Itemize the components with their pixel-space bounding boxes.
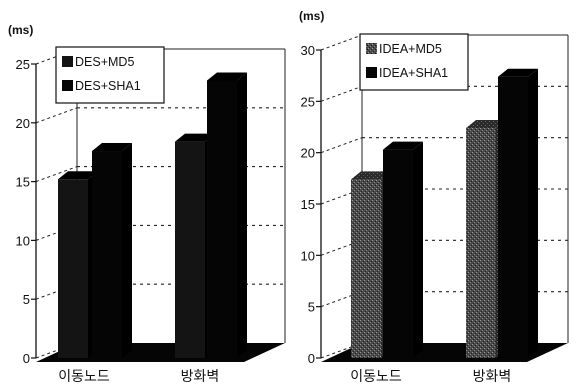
bar-top-face [175,133,215,142]
legend-swatch [62,56,73,67]
y-unit-label: (ms) [8,23,33,37]
y-tick-label: 5 [23,292,30,307]
bar-des-md5-2 [175,141,205,358]
chart-panel-1: 0 5 10 15 20 25 이동노드 방화벽 (ms) DES+MD5 DES+SHA1 [8,23,286,384]
y-tick-label: 0 [23,351,30,366]
x-category-label: 이동노드 [58,368,110,382]
y-unit-label: (ms) [299,9,324,23]
bar-idea-sha1-1 [383,149,413,358]
y-tick-label: 15 [16,175,30,190]
legend-label: DES+SHA1 [75,79,141,93]
bar-top-face [466,120,506,129]
y-tick-label: 15 [301,197,315,212]
bar-top-face [92,143,132,152]
x-category-label: 방화벽 [181,368,220,382]
y-tick-label: 25 [301,94,315,109]
y-tick-label: 10 [301,248,315,263]
bar-side-face [528,68,538,359]
side-gridline [320,85,363,102]
legend-label: DES+MD5 [75,55,134,69]
side-gridline [320,137,363,154]
x-category-label: 방화벽 [473,368,512,382]
y-tick-label: 20 [301,146,315,161]
side-gridline [35,107,78,124]
legend-box [55,46,165,104]
legend-box [359,33,469,91]
legend-label: IDEA+MD5 [379,42,442,56]
bar-top-face [58,171,98,180]
bar-top-face [498,68,538,77]
y-tick-label: 25 [16,57,30,72]
bar-top-face [207,72,247,81]
y-tick-label: 10 [16,233,30,248]
bar-top-face [383,141,423,150]
legend-label: IDEA+SHA1 [379,66,448,80]
side-gridline [320,34,363,51]
y-tick-label: 30 [301,43,315,58]
legend-swatch [62,80,73,91]
bar-side-face [413,141,423,358]
y-tick-label: 20 [16,116,30,131]
bar-idea-sha1-2 [498,76,528,359]
chart-panel-2: 0 5 10 15 20 25 30 이동노드 방화벽 (ms) IDEA+MD5 IDEA+SHA1 [299,9,569,384]
bar-side-face [237,72,247,359]
bar-des-sha1-1 [92,151,122,358]
y-tick-label: 0 [308,351,315,366]
side-gridline [35,166,78,183]
x-category-label: 이동노드 [350,368,402,382]
bar-side-face [122,143,132,358]
legend-swatch [366,67,377,78]
bar-des-md5-1 [58,179,88,358]
bar-des-sha1-2 [207,80,237,359]
legend-swatch [366,43,377,54]
bar-idea-md5-1 [351,179,381,358]
y-tick-label: 5 [308,300,315,315]
bar-idea-md5-2 [466,128,496,358]
bar-top-face [351,171,391,180]
